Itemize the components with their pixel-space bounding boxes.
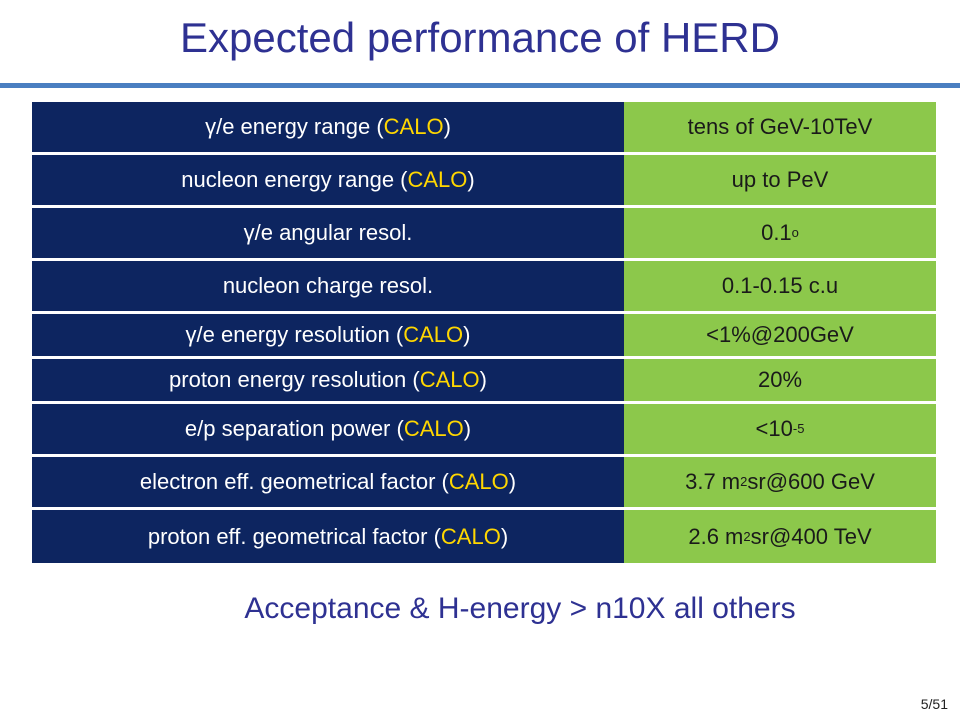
acceptance-statement: Acceptance & H-energy > n10X all others xyxy=(244,592,796,625)
metric-label: nucleon charge resol. xyxy=(32,261,624,314)
table-row: γ/e angular resol. 0.1 o xyxy=(32,208,936,261)
metric-label: nucleon energy range (CALO) xyxy=(32,155,624,208)
title-divider xyxy=(0,83,960,88)
metric-value: 3.7 m 2 sr@600 GeV xyxy=(624,457,936,510)
metric-label: γ/e energy range (CALO) xyxy=(32,102,624,155)
metric-label: e/p separation power (CALO) xyxy=(32,404,624,457)
table-row: proton energy resolution (CALO) 20% xyxy=(32,359,936,404)
metric-value: up to PeV xyxy=(624,155,936,208)
table-row: γ/e energy resolution (CALO) <1%@200GeV xyxy=(32,314,936,359)
performance-table: γ/e energy range (CALO) tens of GeV-10Te… xyxy=(32,102,936,563)
metric-value: <10 -5 xyxy=(624,404,936,457)
table-row: e/p separation power (CALO) <10 -5 xyxy=(32,404,936,457)
slide-title: Expected performance of HERD xyxy=(180,14,780,61)
metric-value: 0.1-0.15 c.u xyxy=(624,261,936,314)
metric-label: electron eff. geometrical factor (CALO) xyxy=(32,457,624,510)
metric-label: γ/e angular resol. xyxy=(32,208,624,261)
page-number: 5/51 xyxy=(920,696,948,712)
metric-label: γ/e energy resolution (CALO) xyxy=(32,314,624,359)
metric-label: proton energy resolution (CALO) xyxy=(32,359,624,404)
metric-value: tens of GeV-10TeV xyxy=(624,102,936,155)
metric-value: 2.6 m 2 sr@400 TeV xyxy=(624,510,936,563)
metric-value: 0.1 o xyxy=(624,208,936,261)
table-row: nucleon energy range (CALO) up to PeV xyxy=(32,155,936,208)
table-row: nucleon charge resol. 0.1-0.15 c.u xyxy=(32,261,936,314)
metric-label: proton eff. geometrical factor (CALO) xyxy=(32,510,624,563)
metric-value: 20% xyxy=(624,359,936,404)
table-row: electron eff. geometrical factor (CALO) … xyxy=(32,457,936,510)
table-row: γ/e energy range (CALO) tens of GeV-10Te… xyxy=(32,102,936,155)
metric-value: <1%@200GeV xyxy=(624,314,936,359)
table-row: proton eff. geometrical factor (CALO) 2.… xyxy=(32,510,936,563)
